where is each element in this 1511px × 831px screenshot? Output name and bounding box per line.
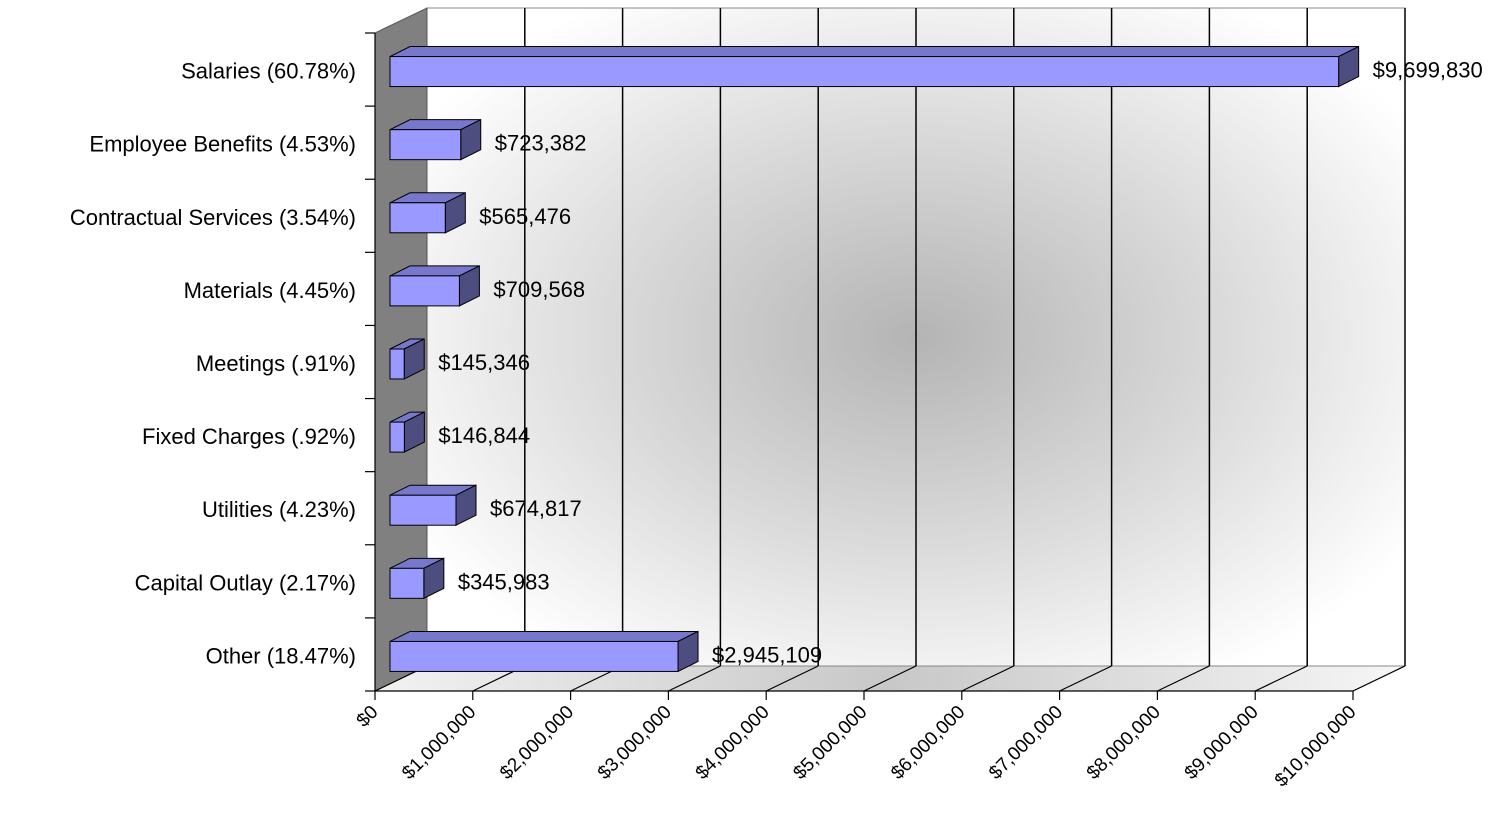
x-tick-label: $5,000,000 — [789, 702, 871, 784]
x-tick-label: $4,000,000 — [692, 702, 774, 784]
value-label: $674,817 — [490, 496, 582, 521]
bar-front — [389, 348, 405, 380]
x-tick-label: $9,000,000 — [1181, 702, 1263, 784]
category-label: Contractual Services (3.54%) — [70, 205, 356, 230]
category-label: Utilities (4.23%) — [202, 497, 356, 522]
x-tick-label: $7,000,000 — [985, 702, 1067, 784]
x-tick-label: $10,000,000 — [1271, 702, 1361, 792]
category-label: Capital Outlay (2.17%) — [135, 570, 356, 595]
category-label: Meetings (.91%) — [196, 351, 356, 376]
value-label: $345,983 — [458, 569, 550, 594]
bar-front — [389, 421, 405, 453]
x-tick-label: $8,000,000 — [1083, 702, 1165, 784]
bar-front — [389, 129, 462, 161]
floor-gridline — [961, 665, 1015, 692]
x-tick-label: $2,000,000 — [496, 702, 578, 784]
bar-front — [389, 56, 1340, 88]
bars — [389, 45, 1360, 673]
category-label: Salaries (60.78%) — [181, 59, 356, 84]
floor-gridline — [1352, 665, 1406, 692]
bar — [389, 191, 466, 234]
bar-front — [389, 567, 425, 599]
category-label: Fixed Charges (.92%) — [142, 424, 356, 449]
bar-front — [389, 275, 460, 307]
bar — [389, 338, 425, 380]
x-tick-label: $1,000,000 — [398, 702, 480, 784]
value-label: $2,945,109 — [712, 642, 822, 667]
bar — [389, 484, 477, 527]
bar-front — [389, 202, 446, 234]
floor-gridline — [765, 665, 819, 692]
value-label: $565,476 — [479, 204, 571, 229]
bar — [389, 45, 1360, 88]
category-label: Employee Benefits (4.53%) — [89, 132, 356, 157]
floor-gridline — [668, 665, 721, 692]
bar-front — [389, 640, 679, 672]
floor-gridline — [1254, 665, 1308, 692]
bar — [389, 265, 480, 307]
bar — [389, 557, 445, 600]
bar-top — [389, 630, 699, 642]
bar — [389, 411, 425, 453]
value-label: $709,568 — [493, 277, 585, 302]
value-label: $723,382 — [495, 131, 587, 156]
floor-gridline — [863, 665, 917, 692]
category-label: Materials (4.45%) — [184, 278, 356, 303]
floor-gridline — [1157, 665, 1210, 692]
x-tick-label: $0 — [353, 702, 383, 732]
category-label: Other (18.47%) — [206, 643, 356, 668]
bar-front — [389, 494, 457, 526]
bar — [389, 118, 482, 161]
floor-gridline — [1059, 665, 1112, 692]
value-label: $9,699,830 — [1373, 58, 1483, 83]
bar — [389, 630, 699, 673]
category-labels: Salaries (60.78%) Employee Benefits (4.53… — [70, 59, 356, 669]
value-labels: $9,699,830 $723,382 $565,476 $709,568 $145,3… — [438, 58, 1483, 668]
value-label: $145,346 — [438, 350, 530, 375]
x-tick-label: $3,000,000 — [594, 702, 676, 784]
value-label: $146,844 — [438, 423, 530, 448]
x-tick-label: $6,000,000 — [887, 702, 969, 784]
bar-top — [389, 46, 1359, 58]
